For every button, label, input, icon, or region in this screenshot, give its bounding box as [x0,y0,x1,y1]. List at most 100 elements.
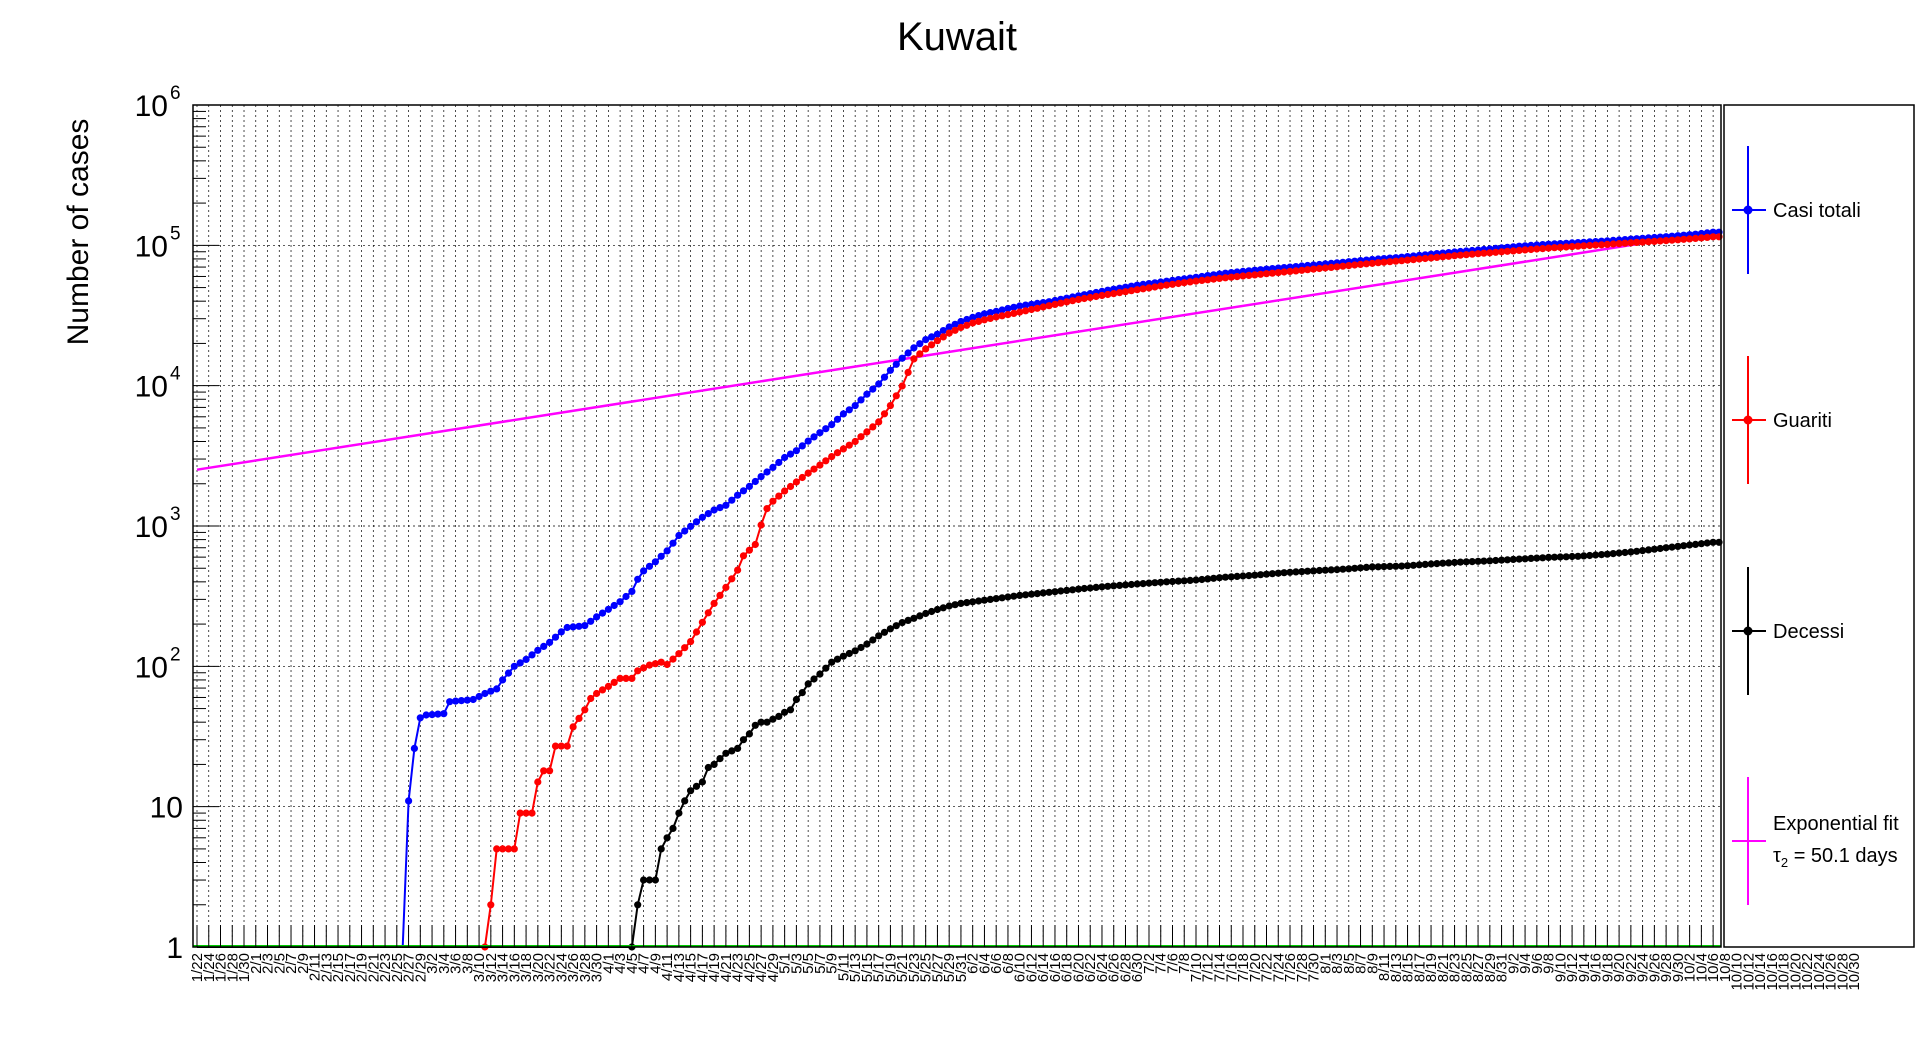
data-point [634,901,642,909]
data-point [828,453,836,461]
data-point [969,598,977,606]
data-point [904,616,912,625]
data-point [892,392,900,400]
series-line-guariti [197,235,1719,948]
data-point [1627,239,1635,247]
x-tick-label: 1/22 [189,953,206,982]
data-point [698,618,707,626]
data-point [481,689,489,698]
data-point [1409,256,1417,264]
data-point [1245,271,1253,279]
data-point [1398,257,1406,265]
data-point [1339,565,1347,573]
data-point [692,782,701,790]
data-point [751,477,759,486]
x-tick-label: 8/23 [1447,953,1464,982]
legend-sublabel: τ2 = 50.1 days [1773,845,1898,870]
data-point [869,636,877,644]
x-tick-label: 4/17 [694,953,711,982]
data-point [1427,560,1435,568]
data-point [1533,554,1541,562]
data-point [1280,569,1288,577]
data-point [1562,553,1570,561]
data-point [716,504,724,512]
data-point [898,354,906,362]
data-point [986,309,994,317]
data-point [1656,237,1664,245]
data-point [1227,273,1235,281]
data-point [522,809,530,817]
data-point [710,760,718,769]
legend-box [1723,104,1915,948]
data-point [792,447,801,455]
data-point [1221,274,1229,282]
data-point [540,767,548,775]
data-point [975,317,983,325]
data-point [563,742,571,750]
data-point [1321,264,1329,272]
data-point [622,674,630,683]
data-point [593,689,601,698]
data-point [487,687,495,695]
x-tick-label: 7/8 [1176,953,1193,974]
data-point [457,697,465,705]
data-point [769,463,777,471]
data-point [681,644,689,652]
x-tick-label: 7/24 [1270,953,1287,982]
data-point [1568,552,1576,561]
data-point [1327,566,1335,574]
data-point [622,592,630,601]
data-point [1333,566,1341,574]
data-point [792,478,801,486]
data-point [1445,559,1453,567]
data-point [863,640,871,648]
data-point [1168,280,1177,288]
data-point [1180,577,1188,585]
data-point [604,682,613,691]
data-point [557,742,565,750]
data-point [1198,276,1206,284]
data-point [598,686,607,694]
data-point [745,482,754,490]
data-point [810,675,818,683]
data-point [1386,562,1394,571]
x-tick-label: 10/22 [1799,953,1816,991]
x-tick-label: 8/13 [1388,953,1405,982]
x-tick-label: 10/30 [1846,953,1863,991]
x-tick-label: 4/25 [741,953,758,982]
data-point [1027,590,1036,598]
data-point [786,482,795,491]
data-point [463,696,471,704]
data-point [1315,264,1323,273]
data-point [1562,243,1570,251]
x-tick-label: 6/8 [1000,953,1017,974]
data-point [1233,273,1241,281]
data-point [1686,541,1694,549]
data-point [687,522,695,531]
data-point [886,625,895,633]
x-tick-label: 6/26 [1106,953,1123,982]
legend-marker [1743,415,1753,425]
data-point [1356,564,1365,572]
data-point [1492,556,1500,565]
x-tick-label: 2/19 [354,953,371,982]
data-point [1080,294,1088,303]
data-point [1110,582,1118,590]
x-tick-label: 3/2 [424,953,441,974]
data-point [1521,246,1529,254]
data-point [1433,560,1441,568]
data-point [1362,260,1370,268]
data-point [1686,235,1694,243]
data-point [1680,542,1688,550]
data-point [610,678,618,687]
data-point [898,619,906,627]
x-tick-label: 10/8 [1717,953,1734,982]
data-point [1198,575,1206,584]
data-point [969,319,977,327]
data-point [569,623,577,631]
data-point [980,596,989,604]
data-point [1639,547,1647,555]
data-point [510,662,518,670]
data-point [1703,539,1711,547]
data-point [816,461,824,469]
